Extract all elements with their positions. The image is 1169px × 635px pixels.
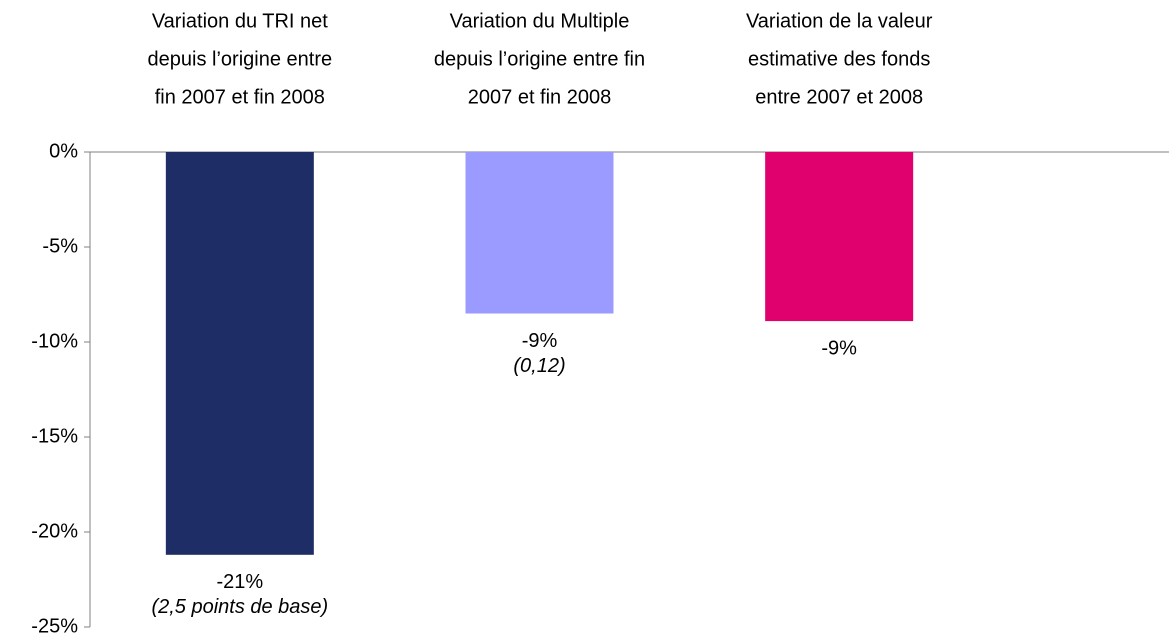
y-tick-label: 0% [49, 140, 78, 162]
y-tick-label: -25% [31, 615, 78, 635]
category-label: entre 2007 et 2008 [755, 86, 923, 108]
y-tick-label: -20% [31, 520, 78, 542]
value-label: -9% [522, 330, 558, 352]
category-label: estimative des fonds [748, 48, 930, 70]
value-label: -9% [821, 337, 857, 359]
category-label: depuis l’origine entre fin [434, 48, 645, 70]
bar [165, 152, 314, 555]
annotation: (2,5 points de base) [151, 596, 328, 618]
bar [465, 152, 614, 314]
y-tick-label: -10% [31, 330, 78, 352]
y-tick-label: -5% [42, 235, 78, 257]
value-label: -21% [216, 571, 263, 593]
category-label: fin 2007 et fin 2008 [155, 86, 325, 108]
category-label: Variation de la valeur [746, 10, 933, 32]
bar [765, 152, 914, 322]
category-label: Variation du TRI net [152, 10, 328, 32]
annotation: (0,12) [513, 355, 565, 377]
category-label: Variation du Multiple [450, 10, 630, 32]
category-label: depuis l’origine entre [148, 48, 333, 70]
category-label: 2007 et fin 2008 [468, 86, 611, 108]
y-tick-label: -15% [31, 425, 78, 447]
